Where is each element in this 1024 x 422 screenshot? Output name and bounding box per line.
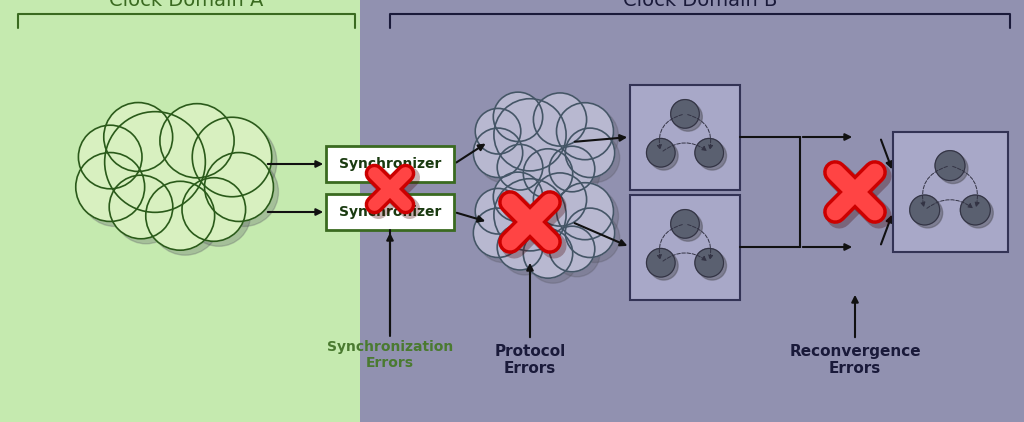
Circle shape bbox=[210, 157, 279, 227]
Bar bbox=[630, 195, 740, 300]
Bar bbox=[893, 132, 1008, 252]
Circle shape bbox=[198, 122, 276, 202]
Circle shape bbox=[473, 208, 522, 257]
Text: Clock Domain B: Clock Domain B bbox=[623, 0, 777, 10]
Circle shape bbox=[539, 178, 592, 231]
Circle shape bbox=[534, 93, 587, 146]
Bar bbox=[326, 194, 454, 230]
Circle shape bbox=[695, 138, 724, 167]
Circle shape bbox=[561, 188, 618, 245]
Circle shape bbox=[649, 252, 678, 280]
Circle shape bbox=[695, 249, 724, 277]
Circle shape bbox=[646, 249, 675, 277]
Circle shape bbox=[649, 141, 678, 170]
Circle shape bbox=[494, 172, 543, 222]
Circle shape bbox=[570, 213, 620, 262]
Circle shape bbox=[674, 213, 702, 241]
Circle shape bbox=[561, 108, 618, 165]
Circle shape bbox=[935, 151, 965, 181]
Text: Reconvergence
Errors: Reconvergence Errors bbox=[790, 344, 921, 376]
Circle shape bbox=[187, 183, 251, 246]
Circle shape bbox=[499, 104, 571, 176]
Text: Synchronization
Errors: Synchronization Errors bbox=[327, 340, 454, 370]
Text: Protocol
Errors: Protocol Errors bbox=[495, 344, 565, 376]
Circle shape bbox=[76, 152, 144, 222]
Circle shape bbox=[964, 198, 993, 228]
Circle shape bbox=[938, 154, 968, 184]
Circle shape bbox=[110, 116, 210, 217]
Circle shape bbox=[671, 210, 699, 238]
Circle shape bbox=[494, 179, 566, 251]
Circle shape bbox=[502, 230, 548, 275]
Circle shape bbox=[104, 112, 206, 212]
Circle shape bbox=[498, 144, 543, 190]
Circle shape bbox=[145, 181, 215, 250]
Bar bbox=[630, 84, 740, 189]
Circle shape bbox=[554, 151, 600, 197]
Circle shape bbox=[698, 141, 726, 170]
Bar bbox=[0, 0, 360, 422]
Circle shape bbox=[205, 152, 273, 222]
Text: Clock Domain A: Clock Domain A bbox=[110, 0, 264, 10]
Circle shape bbox=[475, 108, 521, 154]
Circle shape bbox=[160, 104, 234, 178]
Circle shape bbox=[528, 234, 578, 283]
Circle shape bbox=[83, 130, 147, 194]
Circle shape bbox=[912, 198, 943, 228]
Circle shape bbox=[528, 154, 578, 203]
Circle shape bbox=[646, 138, 675, 167]
Circle shape bbox=[556, 103, 613, 160]
Circle shape bbox=[539, 98, 592, 151]
Bar bbox=[326, 146, 454, 182]
Circle shape bbox=[79, 125, 142, 189]
Circle shape bbox=[480, 114, 525, 159]
Circle shape bbox=[182, 178, 246, 241]
Circle shape bbox=[698, 252, 726, 280]
Circle shape bbox=[473, 128, 522, 178]
Circle shape bbox=[909, 195, 940, 225]
Circle shape bbox=[549, 226, 595, 272]
Circle shape bbox=[494, 99, 566, 171]
Circle shape bbox=[494, 92, 543, 141]
Circle shape bbox=[534, 173, 587, 226]
Circle shape bbox=[671, 100, 699, 128]
Circle shape bbox=[565, 208, 614, 257]
Circle shape bbox=[523, 229, 572, 278]
Circle shape bbox=[165, 108, 239, 183]
Circle shape bbox=[961, 195, 990, 225]
Circle shape bbox=[109, 108, 177, 176]
Circle shape bbox=[556, 183, 613, 240]
Circle shape bbox=[549, 146, 595, 192]
Circle shape bbox=[498, 225, 543, 270]
Circle shape bbox=[475, 188, 521, 234]
Circle shape bbox=[478, 133, 527, 182]
Circle shape bbox=[151, 186, 220, 255]
Circle shape bbox=[565, 128, 614, 178]
Circle shape bbox=[523, 149, 572, 198]
Circle shape bbox=[570, 133, 620, 182]
Text: Synchronizer: Synchronizer bbox=[339, 157, 441, 171]
Circle shape bbox=[193, 117, 271, 197]
Circle shape bbox=[554, 231, 600, 277]
Circle shape bbox=[499, 97, 548, 146]
Circle shape bbox=[499, 184, 571, 256]
Circle shape bbox=[81, 157, 150, 227]
Circle shape bbox=[499, 177, 548, 227]
Text: Synchronizer: Synchronizer bbox=[339, 205, 441, 219]
Circle shape bbox=[103, 103, 173, 171]
Circle shape bbox=[110, 175, 173, 239]
Circle shape bbox=[480, 193, 525, 239]
Circle shape bbox=[502, 149, 548, 195]
Circle shape bbox=[115, 180, 178, 244]
Circle shape bbox=[478, 213, 527, 262]
Circle shape bbox=[674, 103, 702, 131]
